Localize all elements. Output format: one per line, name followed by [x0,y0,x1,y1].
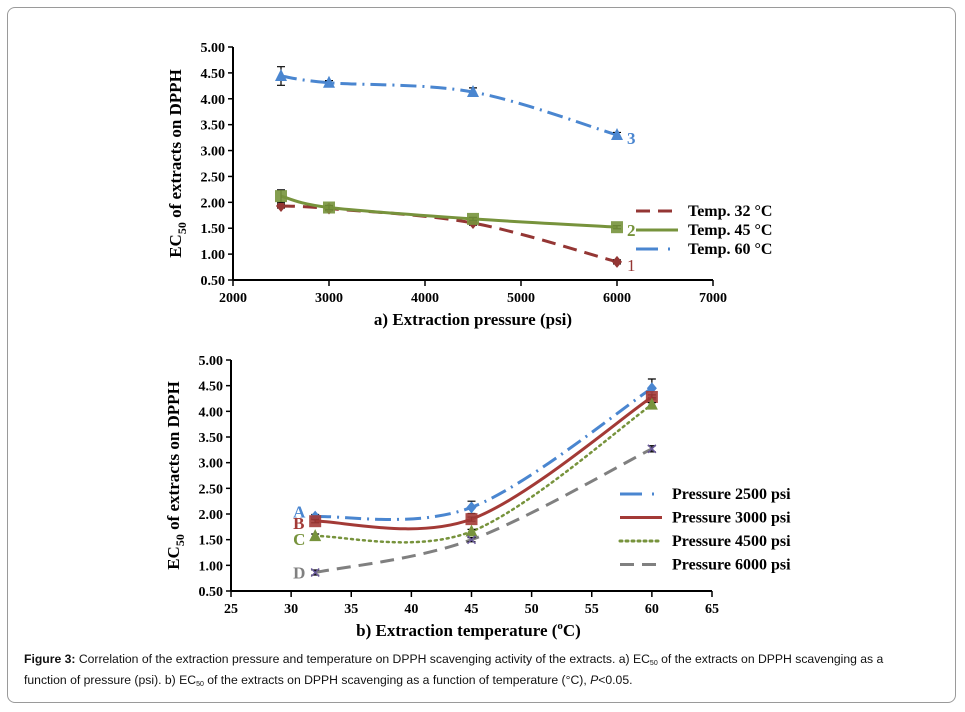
data-point [276,199,286,212]
series-line [315,386,653,521]
x-tick-label: 45 [465,602,479,617]
data-point [323,75,335,88]
x-axis-label: a) Extraction pressure (psi) [374,310,572,329]
series-pressure-3000-psi: B Pressure 3000 psi [293,390,791,533]
series-line [280,194,618,229]
data-point [465,513,478,526]
data-point [612,255,622,268]
y-tick-label: 1.50 [199,534,224,549]
chart-panel-b: 0.50 1.00 1.50 2.00 2.50 3.00 3.50 4.00 4.50 5.00… [164,354,791,640]
caption-text-1b: of the extracts on DPPH scavenging as a [657,652,884,666]
x-tick-label: 2000 [219,291,247,306]
data-point [645,390,658,403]
series-start-label: A [293,503,306,522]
legend-label: Pressure 4500 psi [672,533,791,550]
y-tick-label: 4.00 [201,93,226,108]
series-pressure-4500-psi: C Pressure 4500 psi [293,397,791,550]
y-tick-label: 2.00 [201,196,226,211]
y-tick-label: 5.00 [201,41,226,56]
y-tick-label: 1.50 [201,222,226,237]
x-tick-label: 5000 [507,291,535,306]
data-point [310,567,320,578]
caption-sub-1: 50 [649,660,658,667]
data-point [645,397,658,410]
x-tick-label: 65 [705,602,719,617]
x-tick-label: 55 [585,602,599,617]
y-axis-label: EC50 of extracts on DPPH [166,69,189,258]
y-tick-label: 2.00 [199,508,224,523]
series-line [315,395,653,531]
x-tick-label: 6000 [603,291,631,306]
x-tick-label: 60 [645,602,659,617]
y-tick-label: 2.50 [199,482,224,497]
caption-p-italic: P [590,673,599,687]
data-point [275,190,287,203]
data-point [466,501,477,514]
x-tick-label: 30 [284,602,298,617]
x-tick-label: 50 [525,602,539,617]
series-start-label: B [293,514,304,533]
y-tick-label: 4.50 [201,67,226,82]
y-tick-label: 5.00 [199,354,224,369]
y-tick-label: 4.50 [199,380,224,395]
series-pressure-2500-psi: A Pressure 2500 psi [293,378,791,523]
series-temp-32-c: 1 Temp. 32 °C [276,199,772,275]
data-point [309,515,322,528]
legend-label: Pressure 2500 psi [672,486,791,503]
y-tick-label: 3.00 [199,457,224,472]
data-point [467,85,479,98]
caption-label: Figure 3: [24,652,76,666]
y-tick-label: 1.00 [199,559,224,574]
x-tick-label: 25 [224,602,238,617]
x-tick-label: 35 [344,602,358,617]
series-pressure-6000-psi: D Pressure 6000 psi [293,444,791,583]
data-point [467,212,479,225]
legend-label: Temp. 32 °C [688,203,772,220]
data-point [275,68,287,81]
x-tick-label: 4000 [411,291,439,306]
data-point [611,221,623,234]
chart-panel-a: 0.50 1.00 1.50 2.00 2.50 3.00 3.50 4.00 4.50 5.00… [166,41,772,329]
legend-label: Pressure 6000 psi [672,557,791,574]
data-point [465,524,478,537]
series-line [280,204,618,264]
caption-text-2a: function of pressure (psi). b) EC [24,673,197,687]
series-temp-45-c: 2 Temp. 45 °C [275,189,772,240]
data-point [309,529,322,542]
y-tick-label: 1.00 [201,248,226,263]
legend-label: Temp. 60 °C [688,241,772,258]
figure-frame [7,7,956,703]
caption-text-1a: Correlation of the extraction pressure a… [75,652,650,666]
y-tick-label: 3.50 [201,119,226,134]
y-tick-label: 3.50 [199,431,224,446]
x-axis-label: b) Extraction temperature (oC) [356,620,581,640]
caption-text-2b: of the extracts on DPPH scavenging as a … [203,673,591,687]
caption-text-2c: <0.05. [598,673,633,687]
y-tick-label: 4.00 [199,405,224,420]
data-point [611,128,623,141]
figure-caption: Figure 3: Correlation of the extraction … [24,651,944,693]
caption-sub-2: 50 [196,681,204,688]
series-line [314,447,653,574]
y-tick-label: 0.50 [199,585,224,600]
y-tick-label: 3.00 [201,145,226,160]
x-tick-label: 40 [404,602,418,617]
series-end-label: 3 [627,129,636,148]
data-point [323,201,335,214]
data-point [466,535,477,545]
y-axis-label: EC50 of extracts on DPPH [164,381,187,570]
legend-label: Pressure 3000 psi [672,510,791,527]
x-tick-label: 7000 [699,291,727,306]
legend-label: Temp. 45 °C [688,222,772,239]
data-point [647,444,657,454]
y-tick-label: 2.50 [201,170,226,185]
y-tick-label: 0.50 [201,274,226,289]
series-end-label: 2 [627,221,636,240]
series-start-label: C [293,530,305,549]
series-temp-60-c: 3 Temp. 60 °C [275,66,772,258]
series-end-label: 1 [627,256,636,275]
x-tick-label: 3000 [315,291,343,306]
series-start-label: D [293,564,305,583]
